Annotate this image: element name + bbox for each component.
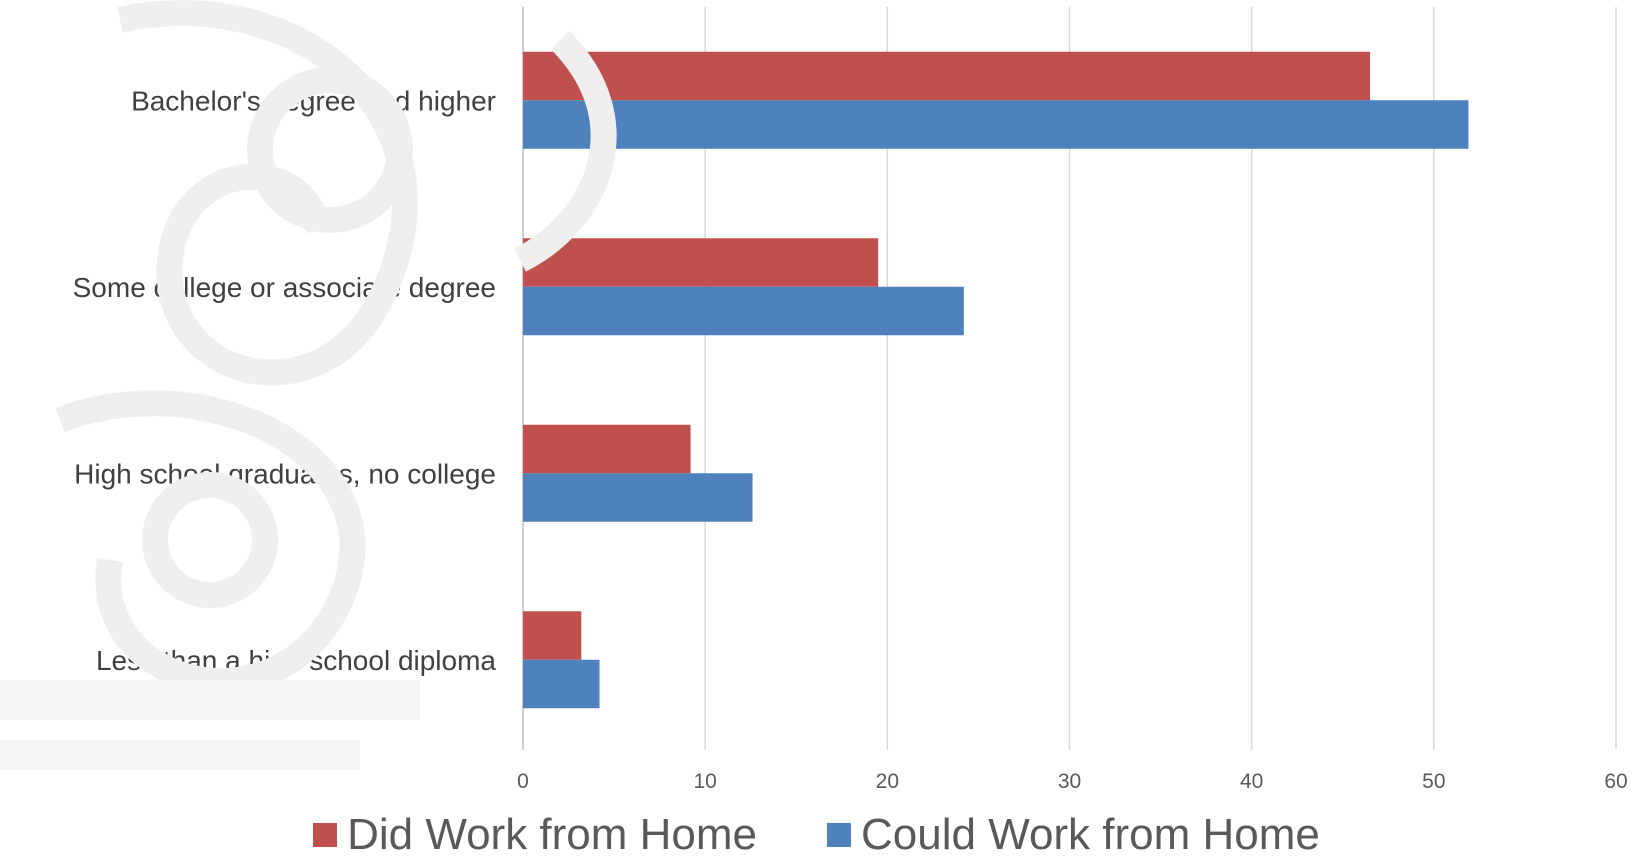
legend-swatch-could-work: [827, 823, 852, 847]
category-label: High school graduates, no college: [74, 458, 496, 489]
legend-label-did-work: Did Work from Home: [347, 810, 758, 859]
category-label: Some college or associate degree: [73, 272, 496, 303]
x-tick-label: 20: [876, 770, 899, 793]
bar: [523, 286, 964, 336]
legend-swatch-did-work: [313, 823, 338, 847]
bar: [523, 100, 1469, 149]
legend: Did Work from Home Could Work from Home: [0, 808, 1633, 862]
x-tick-label: 40: [1240, 770, 1263, 793]
bar: [523, 473, 753, 522]
bar: [523, 238, 879, 287]
legend-item-could-work: Could Work from Home: [827, 810, 1320, 860]
bar: [523, 659, 600, 709]
legend-item-did-work: Did Work from Home: [313, 810, 757, 860]
x-tick-label: 0: [517, 770, 529, 793]
x-tick-label: 60: [1604, 770, 1627, 793]
bar: [523, 424, 691, 474]
bar: [523, 51, 1371, 101]
x-tick-label: 30: [1058, 770, 1081, 793]
legend-label-could-work: Could Work from Home: [861, 810, 1320, 859]
bar: [523, 611, 582, 660]
x-tick-label: 50: [1422, 770, 1445, 793]
x-tick-label: 10: [693, 770, 716, 793]
